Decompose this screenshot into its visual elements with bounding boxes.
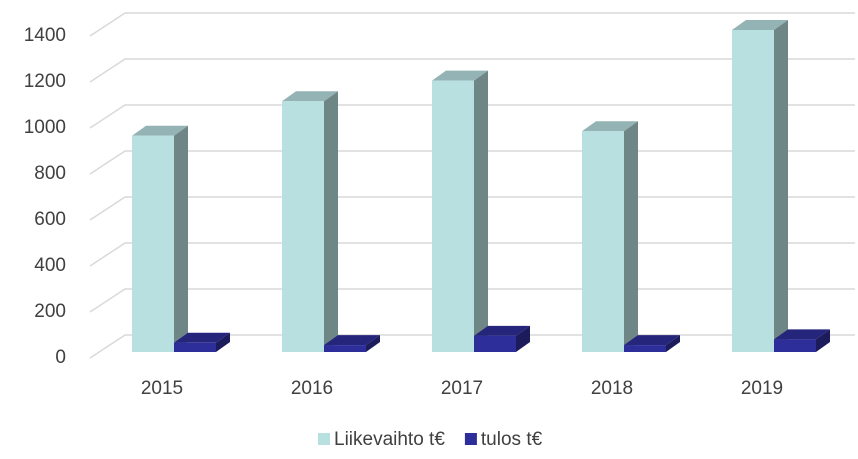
bar-front <box>774 339 816 352</box>
bar-front <box>624 345 666 352</box>
bar <box>474 325 530 352</box>
bar-side <box>774 20 788 352</box>
bar-front <box>174 342 216 352</box>
bar-side <box>516 325 530 352</box>
bar <box>432 70 488 352</box>
x-tick-label: 2016 <box>291 378 333 399</box>
bar <box>324 335 380 352</box>
bar <box>732 20 788 352</box>
legend-swatch <box>318 433 330 445</box>
bar <box>582 121 638 352</box>
bar-top <box>324 335 380 346</box>
y-tick-label: 1000 <box>24 117 66 138</box>
bar-front <box>282 101 324 352</box>
bar <box>282 91 338 353</box>
bar-side <box>216 332 230 352</box>
bar-side <box>324 91 338 353</box>
bar-top <box>624 335 680 346</box>
bar-front <box>432 80 474 352</box>
legend-label: Liikevaihto t€ <box>334 429 445 450</box>
x-tick-label: 2017 <box>441 378 483 399</box>
y-tick-label: 200 <box>34 301 66 322</box>
bar-front <box>582 131 624 352</box>
legend-label: tulos t€ <box>481 429 543 450</box>
bar <box>174 332 230 352</box>
grid-line <box>89 58 855 83</box>
bar <box>774 329 830 352</box>
grid-line <box>89 104 855 129</box>
y-tick-label: 600 <box>34 209 66 230</box>
y-tick-label: 800 <box>34 163 66 184</box>
bar <box>624 335 680 352</box>
y-tick-label: 1400 <box>24 25 66 46</box>
legend-swatch <box>464 433 477 445</box>
bar-side <box>666 335 680 352</box>
bar-front <box>474 335 516 352</box>
bar-front <box>132 135 174 352</box>
bar-side <box>174 125 188 352</box>
y-tick-label: 400 <box>34 255 66 276</box>
x-tick-label: 2018 <box>591 378 633 399</box>
bar-top <box>474 325 530 336</box>
bar-top <box>432 70 488 81</box>
y-tick-label: 1200 <box>24 71 66 92</box>
bar-top <box>732 20 788 30</box>
bar-side <box>624 121 638 352</box>
x-tick-label: 2019 <box>741 378 783 399</box>
bar-side <box>474 70 488 352</box>
bar-top <box>132 125 188 136</box>
grid-line <box>89 12 855 37</box>
bar-top <box>774 329 830 340</box>
bar <box>132 125 188 352</box>
bar-side <box>366 335 380 352</box>
bar-top <box>582 121 638 132</box>
bar-front <box>324 345 366 352</box>
bar-side <box>816 329 830 352</box>
y-tick-label: 0 <box>55 347 66 368</box>
bar-top <box>282 91 338 102</box>
x-tick-label: 2015 <box>141 378 183 399</box>
bar-front <box>732 30 774 352</box>
bar-top <box>174 332 230 343</box>
